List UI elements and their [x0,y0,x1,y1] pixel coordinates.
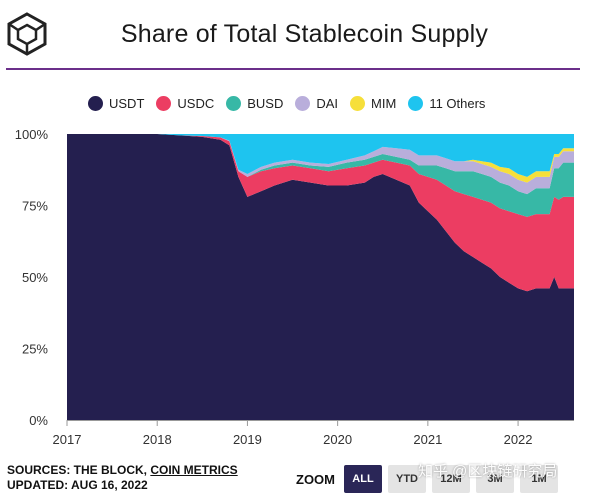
legend-swatch [295,96,311,111]
zoom-button-12m[interactable]: 12M [432,465,470,493]
zoom-button-1m[interactable]: 1M [520,465,558,493]
area-usdc [67,134,574,292]
legend-swatch [350,96,366,111]
legend-item-mim[interactable]: MIM [350,96,396,111]
chart-legend: USDT USDC BUSD DAI MIM 11 Others [88,96,497,111]
legend-item-dai[interactable]: DAI [295,96,338,111]
legend-item-11-others[interactable]: 11 Others [408,96,485,111]
legend-swatch [156,96,172,111]
the-block-logo-icon [7,12,47,56]
sources-line: SOURCES: THE BLOCK, COIN METRICS [7,463,238,478]
area-mim [67,134,574,183]
x-tick-label: 2021 [413,432,442,447]
area-dai [67,134,574,195]
watermark: 知乎 @区块链研究局 [418,463,558,480]
updated-line: UPDATED: AUG 16, 2022 [7,478,148,492]
stacked-area-chart: 0% 25% 50% 75% 100% 2017 2018 2019 2020 2021 2022 [15,127,574,447]
y-tick-label: 75% [22,199,48,214]
area-busd [67,134,574,217]
x-tick-label: 2018 [143,432,172,447]
sources-prefix: SOURCES: THE BLOCK, [7,463,151,477]
coin-metrics-link[interactable]: COIN METRICS [150,463,238,477]
legend-swatch [226,96,242,111]
area-11-others [67,134,574,177]
y-tick-label: 50% [22,270,48,285]
zoom-label: ZOOM [296,471,335,487]
legend-label: DAI [316,96,339,111]
title-divider [6,68,580,70]
x-tick-label: 2019 [233,432,262,447]
legend-item-usdt[interactable]: USDT [88,96,144,111]
y-tick-label: 25% [22,342,48,357]
zoom-button-all[interactable]: ALL [344,465,382,493]
legend-item-usdc[interactable]: USDC [156,96,214,111]
x-tick-label: 2017 [53,432,82,447]
zoom-controls: ZOOM ALL YTD 12M 3M 1M [296,465,564,493]
chart-title: Share of Total Stablecoin Supply [120,20,489,48]
footer-sources: SOURCES: THE BLOCK, COIN METRICS UPDATED… [7,463,238,493]
legend-label: USDC [177,96,215,111]
zoom-buttons: ALL YTD 12M 3M 1M [344,465,564,493]
legend-swatch [408,96,424,111]
legend-label: 11 Others [429,96,486,111]
area-usdt [67,134,574,420]
legend-label: MIM [371,96,397,111]
y-tick-label: 100% [15,127,49,142]
x-tick-label: 2020 [323,432,352,447]
legend-label: USDT [109,96,145,111]
zoom-button-ytd[interactable]: YTD [388,465,426,493]
y-tick-label: 0% [29,413,48,428]
legend-swatch [88,96,103,111]
x-tick-label: 2022 [504,432,533,447]
zoom-button-3m[interactable]: 3M [476,465,514,493]
legend-label: BUSD [247,96,284,111]
legend-item-busd[interactable]: BUSD [226,96,283,111]
